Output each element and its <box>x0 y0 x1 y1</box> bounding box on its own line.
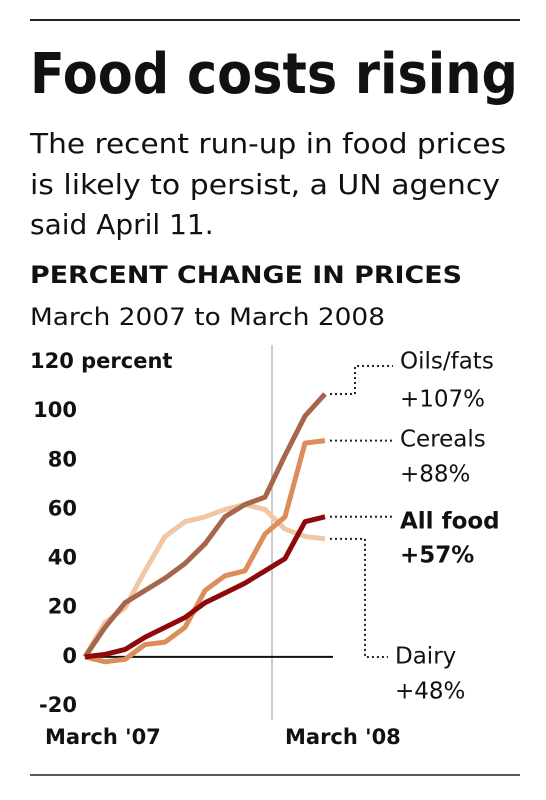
end-label: +107% <box>400 387 485 413</box>
y-tick-label: 40 <box>48 546 77 570</box>
chart-title: Food costs rising <box>30 42 518 107</box>
y-tick-label: 20 <box>48 595 77 619</box>
y-tick-label: 0 <box>62 644 77 668</box>
y-tick-label: 100 <box>33 398 77 422</box>
series-line <box>84 438 326 665</box>
end-label: +88% <box>400 462 470 488</box>
y-tick-label: 60 <box>48 496 77 520</box>
y-tick-label: 120 percent <box>30 349 172 373</box>
legend-label: All food <box>400 509 500 535</box>
end-label: +48% <box>395 679 465 705</box>
series-line <box>82 392 327 659</box>
x-tick-label: March '07 <box>45 725 161 749</box>
leader-line <box>330 365 393 395</box>
series-line <box>82 502 326 659</box>
y-tick-label: 80 <box>48 447 77 471</box>
leader-line <box>330 537 388 658</box>
chart-heading: PERCENT CHANGE IN PRICES <box>30 261 462 289</box>
end-label: +57% <box>400 543 474 569</box>
subtitle: is likely to persist, a UN agency <box>30 168 500 201</box>
subtitle: said April 11. <box>30 208 214 241</box>
chart-subheading: March 2007 to March 2008 <box>30 303 385 331</box>
series-line <box>84 514 326 660</box>
x-tick-label: March '08 <box>285 725 401 749</box>
subtitle: The recent run-up in food prices <box>29 127 506 160</box>
legend-label: Cereals <box>400 427 486 453</box>
y-tick-label: -20 <box>39 693 77 717</box>
legend-label: Dairy <box>395 644 456 670</box>
legend-label: Oils/fats <box>400 349 494 375</box>
